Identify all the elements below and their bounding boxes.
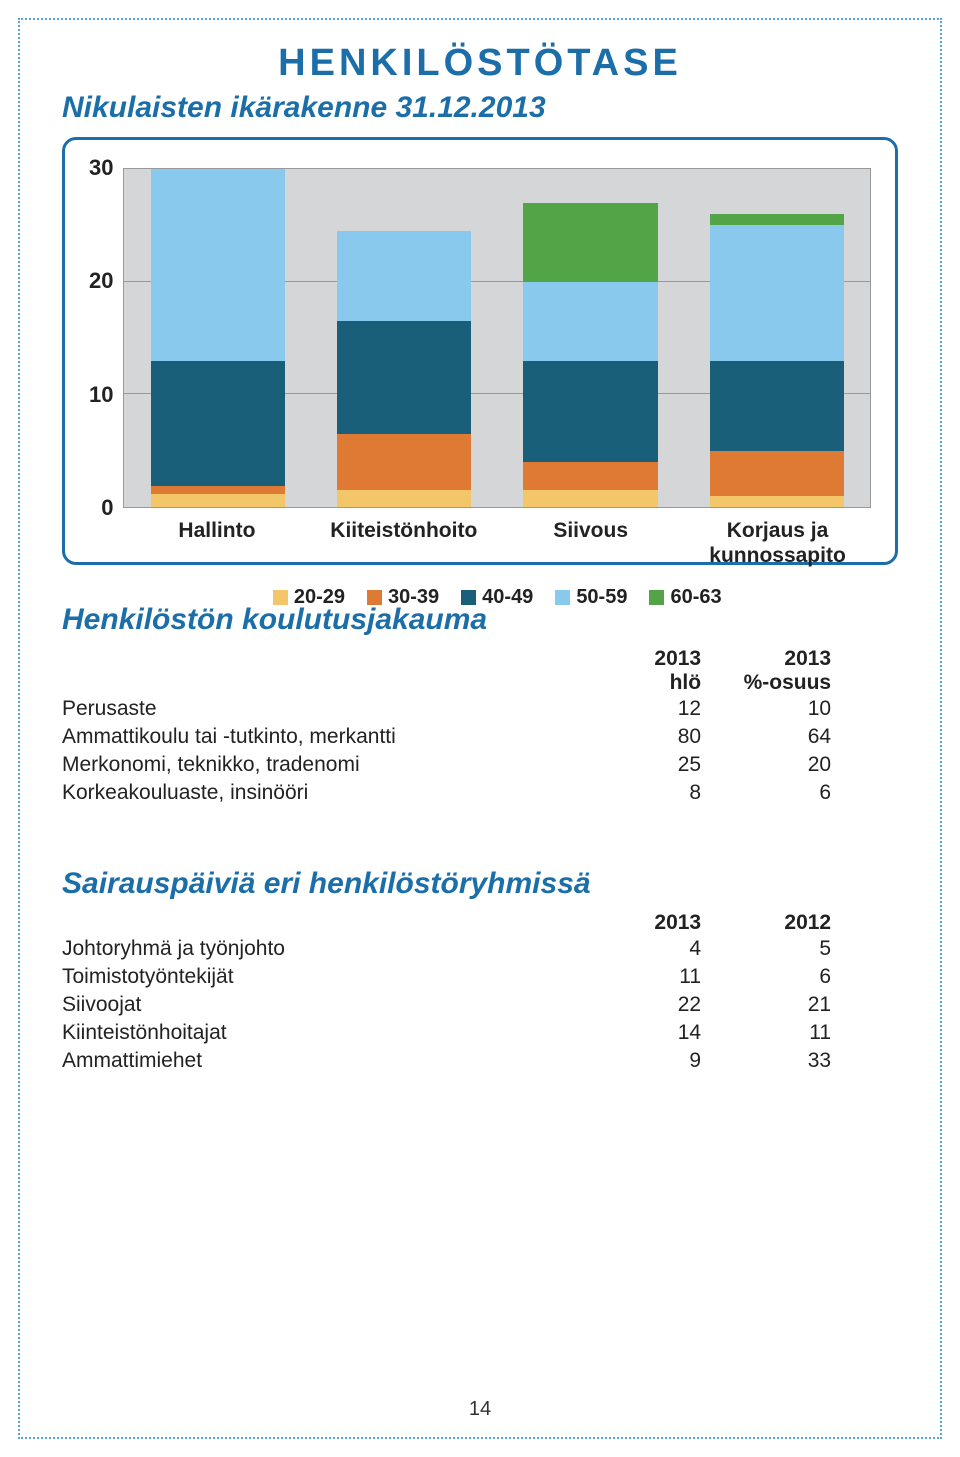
row-label: Johtoryhmä ja työnjohto: [62, 937, 571, 961]
bar-segment: [151, 486, 285, 494]
table-row: Kiinteistönhoitajat1411: [62, 1019, 831, 1047]
x-tick-label: Hallinto: [135, 518, 299, 568]
cell: 11: [571, 965, 701, 989]
chart-frame: 3020100 Hallinto Kiiteistönhoito Siivous Ko…: [62, 137, 898, 565]
legend-label: 40-49: [482, 586, 533, 609]
sickdays-title: Sairauspäiviä eri henkilöstöryhmissä: [62, 867, 898, 901]
cell: 5: [701, 937, 831, 961]
cell: 10: [701, 697, 831, 721]
table-row: Perusaste1210: [62, 695, 831, 723]
legend-label: 60-63: [670, 586, 721, 609]
bar-column: [151, 169, 285, 507]
bar-segment: [151, 169, 285, 361]
row-label: Perusaste: [62, 697, 571, 721]
table-row: Merkonomi, teknikko, tradenomi2520: [62, 751, 831, 779]
col-header: 2013: [571, 911, 701, 935]
legend-swatch: [555, 590, 570, 605]
chart-area: 3020100 HallintoKiiteistönhoitoSiivousKo…: [89, 168, 871, 548]
bar-segment: [337, 434, 471, 490]
bar-segment: [710, 496, 844, 507]
page-title: HENKILÖSTÖTASE: [62, 42, 898, 85]
row-label: Korkeakouluaste, insinööri: [62, 781, 571, 805]
bar-segment: [710, 361, 844, 451]
x-tick-label: Kiiteistönhoito: [322, 518, 486, 568]
bar-segment: [523, 462, 657, 490]
bar-segment: [151, 361, 285, 486]
cell: 4: [571, 937, 701, 961]
cell: 8: [571, 781, 701, 805]
plot: [123, 168, 871, 508]
bar-segment: [151, 494, 285, 507]
legend-swatch: [649, 590, 664, 605]
bar-segment: [523, 282, 657, 361]
table-row: Ammattimiehet933: [62, 1047, 831, 1075]
bar-segment: [523, 203, 657, 282]
bar-column: [523, 169, 657, 507]
cell: 11: [701, 1021, 831, 1045]
table-row: Siivoojat2221: [62, 991, 831, 1019]
y-axis: 3020100: [89, 168, 123, 508]
cell: 25: [571, 753, 701, 777]
cell: 12: [571, 697, 701, 721]
plot-wrap: HallintoKiiteistönhoitoSiivousKorjaus ja…: [123, 168, 871, 548]
row-label: Merkonomi, teknikko, tradenomi: [62, 753, 571, 777]
table-row: Johtoryhmä ja työnjohto45: [62, 935, 831, 963]
cell: 20: [701, 753, 831, 777]
chart-subtitle: Nikulaisten ikärakenne 31.12.2013: [62, 91, 898, 125]
table-row: Korkeakouluaste, insinööri86: [62, 779, 831, 807]
row-label: Ammattikoulu tai -tutkinto, merkantti: [62, 725, 571, 749]
cell: 80: [571, 725, 701, 749]
cell: 6: [701, 965, 831, 989]
cell: 22: [571, 993, 701, 1017]
row-label: Siivoojat: [62, 993, 571, 1017]
table-row: Toimistotyöntekijät116: [62, 963, 831, 991]
col-header: 2013 %-osuus: [701, 647, 831, 695]
bar-column: [337, 169, 471, 507]
cell: 33: [701, 1049, 831, 1073]
x-tick-label: Korjaus ja kunnossapito: [695, 518, 859, 568]
cell: 6: [701, 781, 831, 805]
education-table: 2013 hlö2013 %-osuusPerusaste1210Ammatti…: [62, 647, 831, 807]
bars-row: [124, 169, 870, 507]
cell: 64: [701, 725, 831, 749]
bar-segment: [710, 451, 844, 496]
bar-segment: [523, 361, 657, 462]
bar-column: [710, 169, 844, 507]
x-tick-label: Siivous: [508, 518, 672, 568]
row-label: Toimistotyöntekijät: [62, 965, 571, 989]
legend-item: 60-63: [649, 586, 721, 609]
cell: 21: [701, 993, 831, 1017]
cell: 9: [571, 1049, 701, 1073]
row-label: Kiinteistönhoitajat: [62, 1021, 571, 1045]
bar-segment: [710, 214, 844, 225]
bar-segment: [337, 231, 471, 321]
legend-item: 50-59: [555, 586, 627, 609]
col-header: 2012: [701, 911, 831, 935]
sickdays-table: 20132012Johtoryhmä ja työnjohto45Toimist…: [62, 911, 831, 1075]
table-row: Ammattikoulu tai -tutkinto, merkantti806…: [62, 723, 831, 751]
bar-segment: [337, 321, 471, 434]
col-header: 2013 hlö: [571, 647, 701, 695]
bar-segment: [710, 225, 844, 360]
page-number: 14: [20, 1398, 940, 1421]
cell: 14: [571, 1021, 701, 1045]
page-frame: HENKILÖSTÖTASE Nikulaisten ikärakenne 31…: [18, 18, 942, 1439]
legend-label: 50-59: [576, 586, 627, 609]
x-axis-labels: Hallinto Kiiteistönhoito Siivous Korjaus ja…: [123, 518, 871, 568]
bar-segment: [337, 490, 471, 507]
bar-segment: [523, 490, 657, 507]
row-label: Ammattimiehet: [62, 1049, 571, 1073]
table-header: 20132012: [62, 911, 831, 935]
table-header: 2013 hlö2013 %-osuus: [62, 647, 831, 695]
